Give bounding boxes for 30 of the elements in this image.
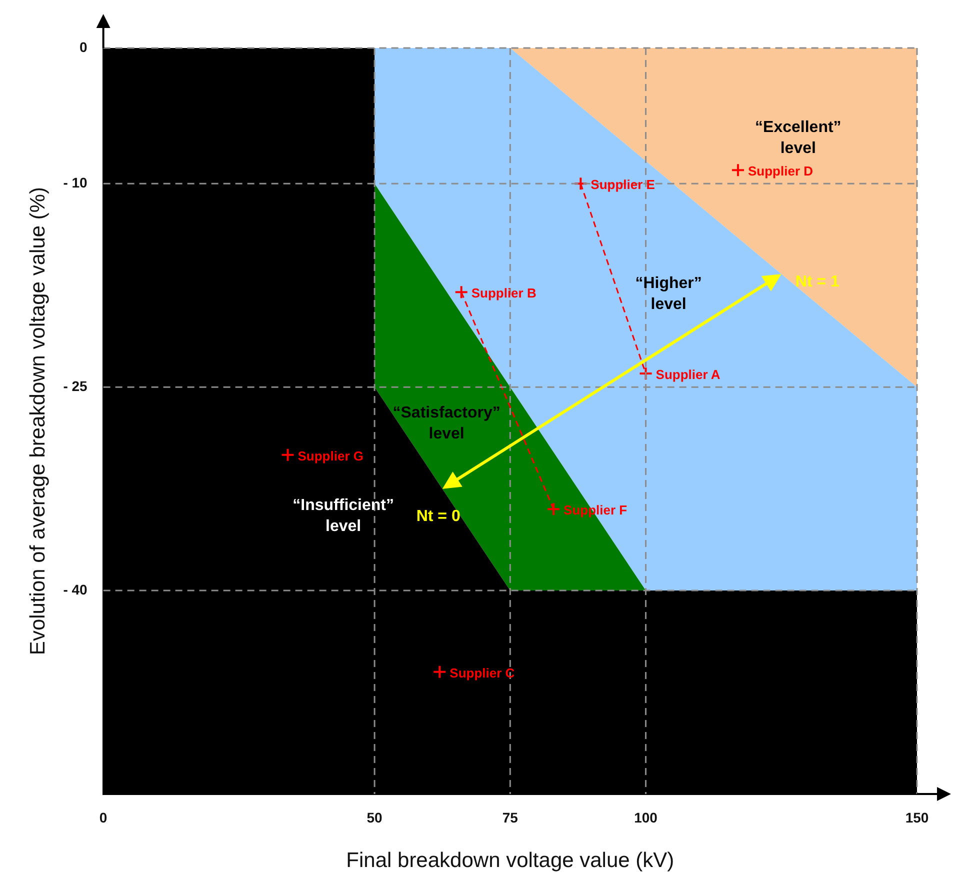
annotation: Nt = 0 (416, 508, 460, 526)
series-label: Supplier C (450, 666, 516, 681)
x-tick-label: 75 (502, 809, 518, 826)
point (432, 664, 447, 679)
series-label: Supplier B (471, 286, 536, 301)
annotation: “Excellent” level (755, 118, 842, 157)
point (730, 163, 745, 178)
series-label: Supplier G (298, 448, 364, 464)
annotation: Nt = 1 (795, 273, 840, 290)
point (454, 285, 468, 300)
y-tick-label: - 40 (63, 581, 88, 598)
x-axis-title: Final breakdown voltage value (kV) (346, 849, 674, 872)
series-label: Supplier E (590, 177, 656, 192)
y-tick-label: - 10 (63, 174, 88, 190)
annotation: “Higher” level (635, 274, 702, 313)
series-label: Supplier A (656, 367, 721, 382)
point (638, 366, 653, 381)
x-tick-label: 150 (905, 809, 929, 826)
point (546, 502, 561, 516)
annotation: “Insufficient” level (292, 496, 394, 535)
x-tick-label: 50 (366, 809, 383, 826)
point (280, 448, 295, 462)
y-tick-label: 0 (80, 38, 88, 55)
annotation: “Satisfactory” level (392, 404, 500, 443)
series-label: Supplier D (748, 164, 814, 179)
y-axis-title: Evolution of average breakdown voltage value (%) (26, 186, 50, 656)
point (574, 176, 588, 191)
x-tick-label: 0 (99, 809, 108, 826)
y-tick-label: - 25 (63, 378, 88, 394)
x-tick-label: 100 (634, 809, 658, 826)
